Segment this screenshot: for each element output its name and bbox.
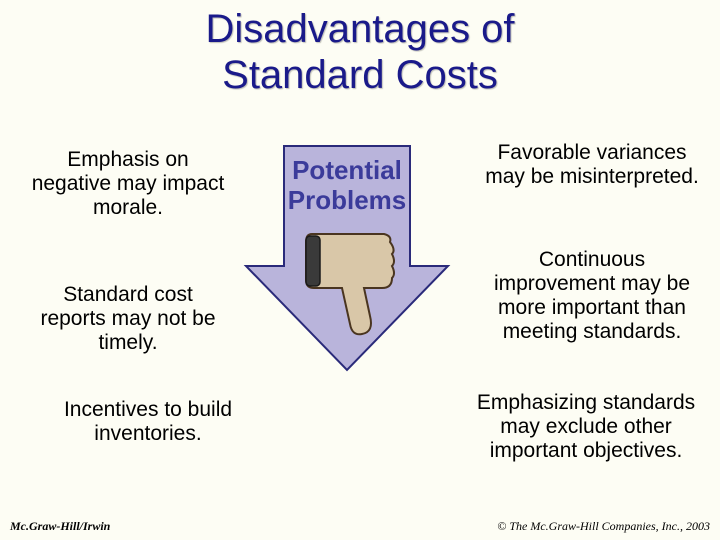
arrow-label-line-2: Problems	[288, 185, 407, 215]
disadvantage-right-2: Continuous improvement may be more impor…	[482, 248, 702, 345]
title-line-1: Disadvantages of	[205, 7, 514, 51]
footer-publisher: Mc.Graw-Hill/Irwin	[10, 519, 110, 534]
central-arrow: Potential Problems	[242, 138, 452, 378]
slide-title: Disadvantages of Standard Costs	[0, 0, 720, 98]
disadvantage-left-2: Standard cost reports may not be timely.	[28, 283, 228, 355]
slide-footer: Mc.Graw-Hill/Irwin © The Mc.Graw-Hill Co…	[10, 519, 710, 534]
disadvantage-right-3: Emphasizing standards may exclude other …	[466, 391, 706, 463]
arrow-label: Potential Problems	[242, 156, 452, 216]
content-area: Emphasis on negative may impact morale. …	[0, 98, 720, 478]
arrow-label-line-1: Potential	[292, 155, 402, 185]
disadvantage-right-1: Favorable variances may be misinterprete…	[482, 141, 702, 189]
disadvantage-left-1: Emphasis on negative may impact morale.	[28, 148, 228, 220]
title-line-2: Standard Costs	[222, 53, 498, 97]
disadvantage-left-3: Incentives to build inventories.	[28, 398, 268, 446]
footer-copyright: © The Mc.Graw-Hill Companies, Inc., 2003	[497, 519, 710, 534]
